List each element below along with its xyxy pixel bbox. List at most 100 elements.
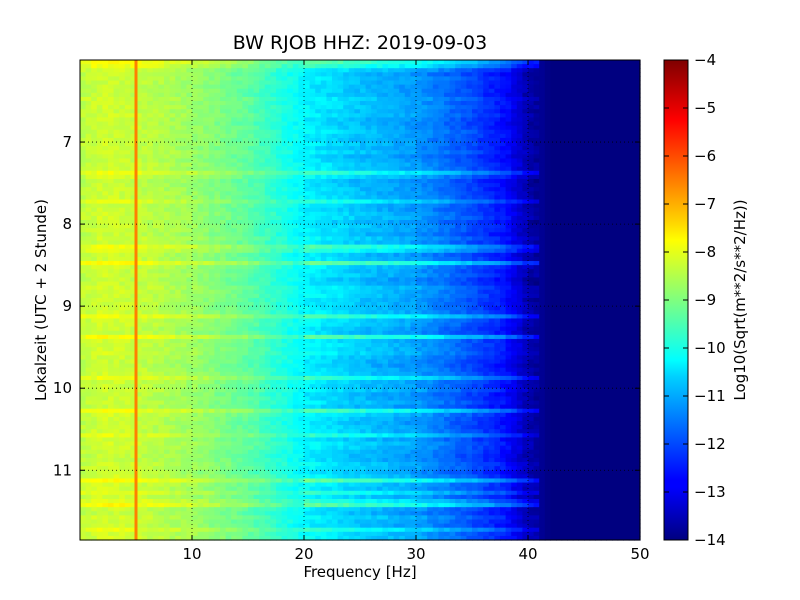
heatmap-cell	[360, 158, 367, 164]
heatmap-cell	[606, 183, 613, 188]
heatmap-cell	[393, 195, 400, 201]
heatmap-cell	[180, 96, 187, 102]
heatmap-cell	[85, 113, 92, 119]
heatmap-cell	[309, 232, 316, 238]
heatmap-cell	[270, 248, 277, 254]
heatmap-cell	[522, 133, 529, 139]
heatmap-cell	[298, 125, 305, 131]
heatmap-cell	[158, 80, 165, 86]
heatmap-cell	[528, 92, 535, 98]
heatmap-cell	[539, 60, 546, 65]
heatmap-cell	[449, 84, 456, 90]
heatmap-cell	[617, 117, 624, 123]
heatmap-cell	[455, 113, 462, 119]
heatmap-cell	[130, 178, 137, 184]
heatmap-cell	[472, 220, 479, 225]
heatmap-cell	[164, 236, 171, 242]
heatmap-cell	[572, 101, 579, 106]
heatmap-cell	[320, 88, 327, 94]
heatmap-cell	[152, 84, 159, 90]
heatmap-cell	[91, 178, 98, 184]
heatmap-cell	[315, 68, 322, 73]
heatmap-cell	[326, 64, 333, 69]
heatmap-cell	[264, 80, 271, 86]
heatmap-cell	[298, 84, 305, 90]
heatmap-cell	[466, 113, 473, 119]
heatmap-cell	[175, 76, 182, 82]
heatmap-cell	[561, 109, 568, 114]
heatmap-cell	[477, 252, 484, 258]
heatmap-cell	[606, 207, 613, 213]
heatmap-cell	[466, 170, 473, 176]
heatmap-cell	[332, 76, 339, 82]
heatmap-cell	[220, 252, 227, 258]
heatmap-cell	[416, 187, 423, 192]
heatmap-cell	[432, 88, 439, 94]
heatmap-cell	[214, 236, 221, 242]
heatmap-cell	[231, 203, 238, 209]
heatmap-cell	[578, 162, 585, 168]
heatmap-cell	[152, 101, 159, 106]
heatmap-cell	[236, 109, 243, 114]
heatmap-cell	[248, 203, 255, 209]
heatmap-cell	[281, 117, 288, 123]
heatmap-cell	[119, 211, 126, 217]
heatmap-cell	[130, 96, 137, 102]
heatmap-cell	[539, 64, 546, 69]
heatmap-cell	[253, 240, 260, 246]
heatmap-cell	[270, 64, 277, 69]
heatmap-cell	[544, 224, 551, 229]
heatmap-cell	[393, 261, 400, 266]
heatmap-cell	[197, 121, 204, 127]
heatmap-cell	[432, 133, 439, 139]
heatmap-cell	[80, 166, 87, 172]
heatmap-cell	[130, 117, 137, 123]
heatmap-cell	[169, 117, 176, 123]
heatmap-cell	[197, 232, 204, 238]
heatmap-cell	[539, 195, 546, 201]
heatmap-cell	[242, 158, 249, 164]
heatmap-cell	[539, 248, 546, 254]
heatmap-cell	[231, 76, 238, 82]
heatmap-cell	[617, 109, 624, 114]
heatmap-cell	[416, 244, 423, 250]
heatmap-cell	[410, 84, 417, 90]
heatmap-cell	[85, 211, 92, 217]
heatmap-cell	[348, 203, 355, 209]
heatmap-cell	[332, 199, 339, 205]
heatmap-cell	[399, 137, 406, 143]
heatmap-cell	[567, 248, 574, 254]
heatmap-cell	[276, 105, 283, 110]
heatmap-cell	[505, 203, 512, 209]
heatmap-cell	[628, 170, 635, 176]
heatmap-cell	[348, 80, 355, 86]
heatmap-cell	[477, 113, 484, 119]
heatmap-cell	[539, 183, 546, 188]
heatmap-cell	[421, 220, 428, 225]
heatmap-cell	[337, 174, 344, 180]
heatmap-cell	[248, 199, 255, 205]
heatmap-cell	[315, 92, 322, 98]
heatmap-cell	[600, 211, 607, 217]
heatmap-cell	[427, 72, 434, 78]
heatmap-cell	[298, 92, 305, 98]
heatmap-cell	[147, 191, 154, 196]
heatmap-cell	[108, 101, 115, 106]
heatmap-cell	[186, 60, 193, 65]
heatmap-cell	[460, 256, 467, 262]
heatmap-cell	[410, 109, 417, 114]
heatmap-cell	[276, 142, 283, 147]
heatmap-cell	[623, 240, 630, 246]
heatmap-cell	[180, 117, 187, 123]
heatmap-cell	[169, 195, 176, 201]
heatmap-cell	[281, 240, 288, 246]
heatmap-cell	[248, 170, 255, 176]
heatmap-cell	[130, 215, 137, 221]
heatmap-cell	[365, 248, 372, 254]
heatmap-cell	[416, 137, 423, 143]
heatmap-cell	[225, 88, 232, 94]
heatmap-cell	[466, 174, 473, 180]
heatmap-cell	[124, 88, 131, 94]
heatmap-cell	[393, 244, 400, 250]
heatmap-cell	[628, 236, 635, 242]
